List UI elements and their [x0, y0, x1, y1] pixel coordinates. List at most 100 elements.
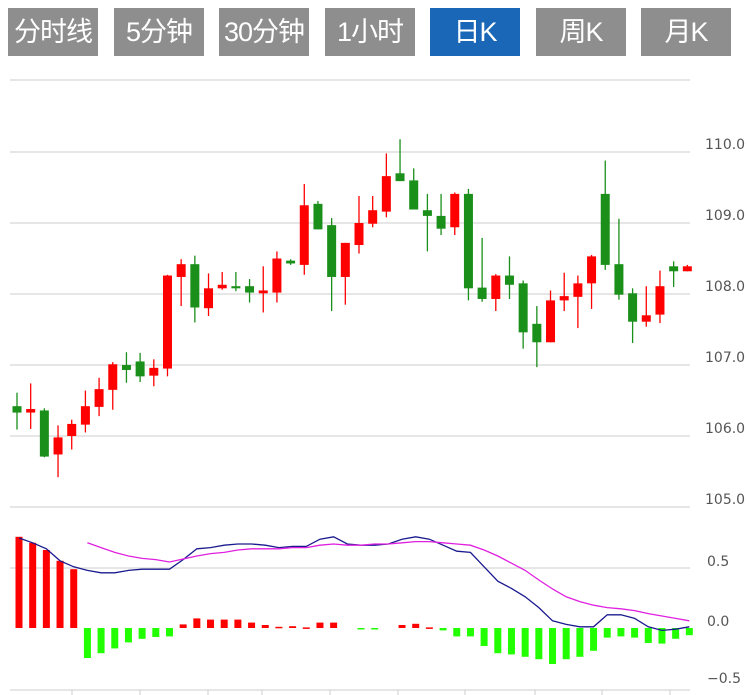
candle-up: [641, 315, 651, 322]
candle-down: [477, 287, 487, 299]
candle-down: [313, 203, 323, 230]
candle-down: [463, 193, 473, 289]
candle-down: [422, 210, 432, 216]
macd-bar: [193, 618, 201, 628]
macd-bar: [672, 628, 680, 639]
candle-up: [573, 283, 583, 297]
period-tabs: 分时线 5分钟 30分钟 1小时 日K 周K 月K: [0, 0, 749, 60]
macd-bar: [179, 624, 187, 628]
macd-bar: [15, 536, 23, 628]
macd-bar: [316, 622, 324, 628]
macd-bar: [261, 625, 269, 628]
macd-bar: [412, 623, 420, 628]
macd-bar: [644, 628, 652, 643]
macd-bar: [207, 619, 215, 628]
candle-up: [450, 193, 460, 228]
macd-bar: [330, 622, 338, 628]
y-tick-label: 105.0: [705, 492, 745, 508]
macd-bar: [165, 628, 173, 637]
macd-bar: [507, 628, 515, 655]
macd-bar: [603, 628, 611, 638]
macd-bar: [42, 550, 50, 628]
macd-bar: [289, 626, 297, 628]
y-tick-label: 109.0: [705, 208, 745, 224]
tab-1hour[interactable]: 1小时: [325, 8, 415, 56]
candle-up: [682, 266, 692, 272]
macd-bar: [398, 625, 406, 628]
macd-bar: [124, 628, 132, 643]
candle-up: [491, 275, 501, 299]
macd-bar: [535, 628, 543, 660]
candle-up: [94, 389, 104, 407]
macd-bar: [480, 628, 488, 646]
candle-down: [532, 323, 542, 343]
macd-y-tick-label: 0.5: [707, 554, 729, 570]
macd-bar: [152, 628, 160, 637]
macd-bar: [466, 628, 474, 637]
macd-bar: [357, 628, 365, 630]
macd-bar: [70, 569, 78, 628]
macd-y-tick-label: 0.0: [707, 614, 729, 630]
candle-down: [436, 215, 446, 229]
macd-bar: [685, 628, 693, 636]
candle-up: [53, 437, 63, 455]
macd-bar: [425, 627, 433, 629]
macd-bar: [576, 628, 584, 657]
candle-down: [286, 260, 296, 264]
candle-up: [587, 256, 597, 284]
candle-up: [272, 258, 282, 293]
tab-daily-k[interactable]: 日K: [430, 8, 520, 56]
macd-bar: [494, 628, 502, 654]
candle-up: [80, 406, 90, 425]
macd-bar: [248, 622, 256, 628]
macd-bar: [521, 628, 529, 657]
macd-bar: [439, 628, 447, 631]
macd-bar: [138, 628, 146, 639]
candle-up: [204, 288, 214, 309]
macd-bar: [275, 626, 283, 629]
tab-monthly-k[interactable]: 月K: [641, 8, 731, 56]
candle-down: [135, 361, 145, 377]
candle-up: [559, 296, 569, 301]
y-tick-label: 110.0: [705, 137, 745, 153]
candle-down: [39, 410, 49, 457]
candle-up: [26, 409, 36, 413]
candle-down: [669, 266, 679, 272]
y-tick-label: 106.0: [705, 421, 745, 437]
candle-down: [327, 225, 337, 277]
macd-bar: [234, 619, 242, 628]
macd-bar: [371, 628, 379, 630]
candle-up: [217, 284, 227, 289]
candle-down: [518, 283, 528, 333]
tab-30min[interactable]: 30分钟: [219, 8, 309, 56]
macd-bar: [83, 628, 91, 658]
macd-bar: [56, 560, 64, 628]
candle-up: [546, 300, 556, 343]
candle-up: [149, 367, 159, 376]
candle-down: [245, 286, 255, 293]
tab-intraday[interactable]: 分时线: [8, 8, 98, 56]
tab-5min[interactable]: 5分钟: [114, 8, 204, 56]
macd-bar: [29, 542, 37, 628]
macd-y-tick-label: −0.5: [707, 671, 741, 687]
candle-down: [614, 264, 624, 295]
candle-up: [655, 286, 665, 315]
candle-down: [628, 293, 638, 322]
dea-line: [87, 540, 690, 622]
macd-bar: [302, 627, 310, 629]
candle-down: [409, 180, 419, 210]
candle-down: [600, 193, 610, 265]
candle-up: [162, 275, 172, 369]
macd-bar: [549, 628, 557, 664]
macd-bar: [617, 628, 625, 637]
tab-weekly-k[interactable]: 周K: [536, 8, 626, 56]
macd-bar: [562, 628, 570, 660]
macd-bar: [111, 628, 119, 649]
macd-bar: [220, 619, 228, 628]
candle-up: [299, 205, 309, 265]
candle-down: [504, 275, 514, 285]
candle-up: [368, 210, 378, 224]
candle-up: [67, 423, 77, 436]
candle-up: [176, 264, 186, 277]
